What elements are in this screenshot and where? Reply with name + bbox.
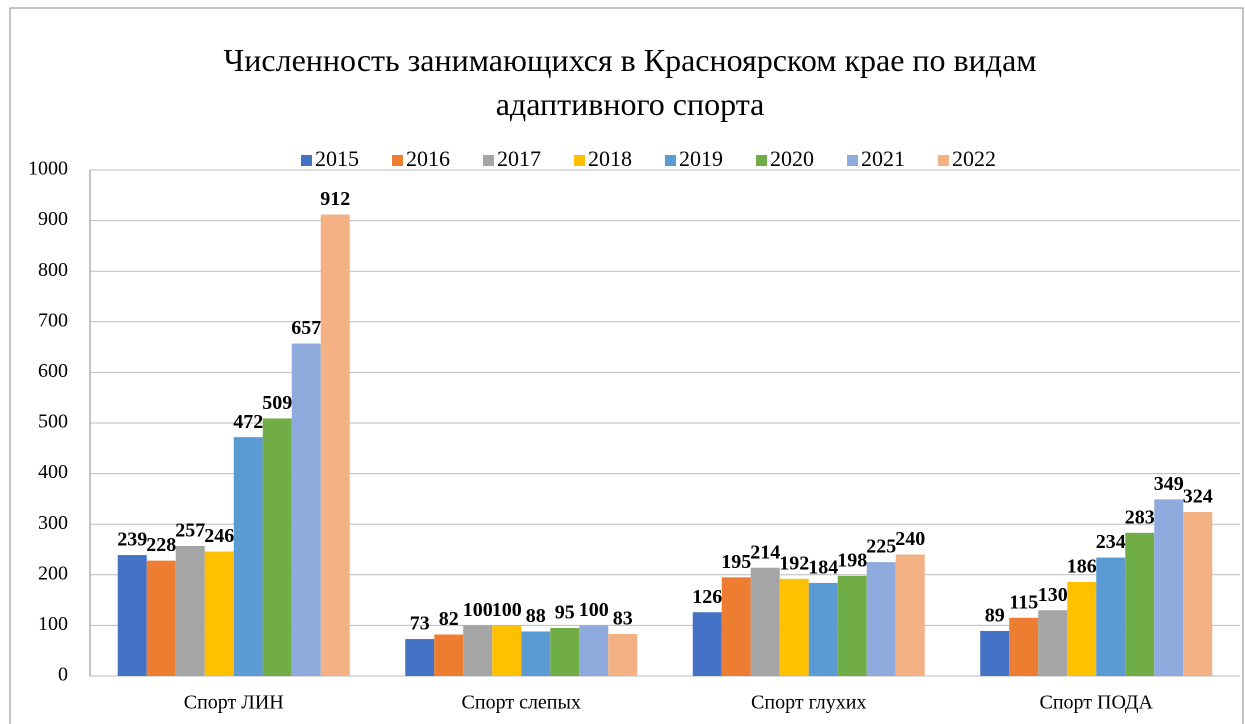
legend-label: 2018 <box>588 146 632 171</box>
legend-swatch <box>301 155 312 166</box>
data-label: 239 <box>117 529 147 551</box>
chart-title: Численность занимающихся в Красноярском … <box>223 42 1037 122</box>
bar <box>608 634 638 676</box>
bar <box>175 545 205 676</box>
bar <box>262 418 292 676</box>
y-tick-label: 800 <box>38 259 68 281</box>
data-label: 130 <box>1038 584 1068 606</box>
bar <box>692 612 722 676</box>
bar <box>1038 610 1068 676</box>
bar <box>579 625 609 676</box>
data-label: 472 <box>233 411 263 433</box>
bar <box>980 630 1010 676</box>
data-label: 198 <box>837 549 867 571</box>
y-tick-label: 1000 <box>28 158 68 180</box>
bar <box>1067 581 1097 676</box>
data-label: 195 <box>721 551 751 573</box>
bar <box>779 578 809 676</box>
legend-swatch <box>847 155 858 166</box>
bar <box>550 627 580 676</box>
bar <box>233 437 263 676</box>
data-label: 192 <box>779 552 809 574</box>
data-label: 228 <box>146 534 176 556</box>
legend-label: 2016 <box>406 146 450 171</box>
data-label: 82 <box>439 608 459 630</box>
bar <box>721 577 751 676</box>
bar <box>1125 532 1155 676</box>
x-tick-label: Спорт ЛИН <box>184 692 284 714</box>
legend-label: 2020 <box>770 146 814 171</box>
x-tick-label: Спорт глухих <box>751 692 866 714</box>
legend-label: 2017 <box>497 146 541 171</box>
legend-swatch <box>665 155 676 166</box>
legend-label: 2019 <box>679 146 723 171</box>
bar <box>521 631 551 676</box>
bar <box>463 625 493 676</box>
legend-swatch <box>938 155 949 166</box>
data-label: 324 <box>1183 486 1213 508</box>
data-label: 184 <box>808 556 838 578</box>
bar <box>866 562 896 676</box>
bar <box>1183 512 1213 676</box>
data-label: 126 <box>692 586 722 608</box>
bar <box>837 575 867 676</box>
y-tick-label: 200 <box>38 562 68 584</box>
legend-label: 2015 <box>315 146 359 171</box>
data-label: 186 <box>1067 555 1097 577</box>
bar <box>492 625 522 676</box>
legend-label: 2021 <box>861 146 905 171</box>
data-label: 100 <box>579 599 609 621</box>
data-label: 115 <box>1009 591 1038 613</box>
data-label: 100 <box>463 599 493 621</box>
data-label: 657 <box>291 317 321 339</box>
data-label: 509 <box>262 392 292 414</box>
bar <box>1009 617 1039 676</box>
data-label: 257 <box>175 520 205 542</box>
data-label: 214 <box>750 541 780 563</box>
bar <box>204 551 234 676</box>
bar <box>117 555 147 676</box>
bar <box>750 567 780 676</box>
y-tick-label: 100 <box>38 613 68 635</box>
bar <box>808 582 838 676</box>
y-tick-label: 700 <box>38 309 68 331</box>
data-label: 912 <box>320 188 350 210</box>
data-label: 234 <box>1096 531 1126 553</box>
bar <box>405 639 435 676</box>
data-label: 246 <box>204 525 234 547</box>
x-tick-label: Спорт слепых <box>462 692 581 714</box>
chart-frame <box>9 7 1244 724</box>
bar <box>895 554 925 676</box>
bar <box>1096 557 1126 676</box>
data-label: 83 <box>613 608 633 630</box>
y-tick-label: 600 <box>38 360 68 382</box>
y-tick-label: 0 <box>58 664 68 686</box>
data-label: 349 <box>1154 473 1184 495</box>
bar <box>291 343 321 676</box>
data-label: 89 <box>985 605 1005 627</box>
legend-swatch <box>483 155 494 166</box>
y-tick-label: 400 <box>38 461 68 483</box>
legend-swatch <box>756 155 767 166</box>
data-label: 100 <box>492 599 522 621</box>
data-label: 95 <box>555 602 575 624</box>
legend-swatch <box>574 155 585 166</box>
bar <box>320 214 350 676</box>
data-label: 225 <box>866 536 896 558</box>
data-label: 73 <box>410 613 430 635</box>
data-label: 283 <box>1125 506 1155 528</box>
bar <box>146 560 176 676</box>
legend-swatch <box>392 155 403 166</box>
y-tick-label: 900 <box>38 208 68 230</box>
bar <box>434 634 464 676</box>
y-tick-label: 500 <box>38 411 68 433</box>
legend-label: 2022 <box>952 146 996 171</box>
bar <box>1154 499 1184 676</box>
data-label: 88 <box>526 605 546 627</box>
x-tick-label: Спорт ПОДА <box>1040 692 1154 714</box>
data-label: 240 <box>895 528 925 550</box>
y-tick-label: 300 <box>38 512 68 534</box>
